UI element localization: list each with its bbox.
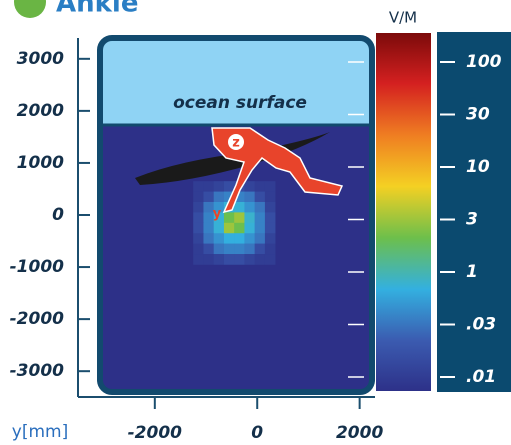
heatmap-cell xyxy=(213,254,225,265)
ocean-label: ocean surface xyxy=(173,93,307,113)
x-tick-label: 2000 xyxy=(336,423,383,443)
heatmap-cell xyxy=(223,191,235,203)
heatmap-cell xyxy=(254,254,266,265)
heatmap-cell xyxy=(234,201,245,213)
heatmap-cell xyxy=(234,212,245,224)
heatmap-cell xyxy=(203,233,214,244)
heatmap-cell xyxy=(234,222,245,234)
x-tick-label: -2000 xyxy=(128,423,183,443)
chart-title: Ankle xyxy=(56,0,138,19)
heatmap-cell xyxy=(234,243,245,255)
heatmap-cell xyxy=(193,243,204,255)
colorbar-panel xyxy=(437,32,511,392)
heatmap-cell xyxy=(244,212,255,224)
heatmap-cell xyxy=(264,254,276,265)
heatmap-cell xyxy=(203,181,214,192)
heatmap-cell xyxy=(193,233,204,244)
z-label: z xyxy=(232,136,240,151)
heatmap-cell xyxy=(244,222,255,234)
y-tick-label: 0 xyxy=(52,205,64,225)
plot-frame xyxy=(97,35,375,395)
ocean xyxy=(100,38,372,125)
z-badge xyxy=(228,134,244,150)
heatmap-cell xyxy=(254,181,266,192)
heatmap-cell xyxy=(223,254,235,265)
heatmap-cell xyxy=(234,191,245,203)
colorbar-tick-label: .01 xyxy=(466,367,496,387)
heatmap-cell xyxy=(223,233,235,244)
heatmap-cell xyxy=(193,212,204,224)
heatmap-cell xyxy=(234,233,245,244)
heatmap-cell xyxy=(264,191,276,203)
heatmap-cell xyxy=(203,243,214,255)
heatmap-cell xyxy=(244,254,255,265)
heatmap-cell xyxy=(254,191,266,203)
colorbar-tick-label: .03 xyxy=(466,315,496,335)
plot-area: ocean surface xyxy=(100,38,372,392)
heatmap-cell xyxy=(213,212,225,224)
y-tick-label: -1000 xyxy=(10,257,65,277)
y-tick-label: -3000 xyxy=(10,361,65,381)
heatmap-cell xyxy=(213,181,225,192)
y-tick-label: 1000 xyxy=(17,153,64,173)
colorbar-tick-label: 3 xyxy=(466,210,478,230)
heatmap-cell xyxy=(223,243,235,255)
heatmap-cell xyxy=(264,181,276,192)
heatmap-cell xyxy=(244,191,255,203)
y-tick-label: 2000 xyxy=(17,101,64,121)
heatmap-cell xyxy=(203,191,214,203)
heatmap-cell xyxy=(264,243,276,255)
heatmap-cell xyxy=(264,201,276,213)
colorbar-tick-label: 30 xyxy=(466,105,490,125)
heatmap-cell xyxy=(213,222,225,234)
heatmap-cell xyxy=(203,254,214,265)
heatmap-cell xyxy=(264,233,276,244)
heatmap-cell xyxy=(213,233,225,244)
colorbar-label: V/M xyxy=(389,9,417,27)
y-tick-label: 3000 xyxy=(17,49,64,69)
heatmap-cell xyxy=(203,201,214,213)
heatmap-cell xyxy=(203,212,214,224)
heatmap-cell xyxy=(244,201,255,213)
colorbar-tick-label: 100 xyxy=(466,52,502,72)
colorbar xyxy=(374,31,433,393)
overlay: zy xyxy=(135,127,344,222)
y-tick-label: -2000 xyxy=(10,309,65,329)
heatmap-cell xyxy=(223,212,235,224)
y-label: y xyxy=(213,207,222,222)
heatmap-cell xyxy=(193,254,204,265)
heatmap-cell xyxy=(244,181,255,192)
heatmap-cell xyxy=(213,191,225,203)
heatmap-cell xyxy=(193,222,204,234)
heatmap-cell xyxy=(213,201,225,213)
heatmap-cell xyxy=(264,212,276,224)
heatmap-cell xyxy=(244,233,255,244)
x-tick-label: 0 xyxy=(251,423,263,443)
heatmap-cell xyxy=(223,181,235,192)
heatmap-cell xyxy=(234,254,245,265)
heatmap-cell xyxy=(213,243,225,255)
heatmap-cell xyxy=(193,181,204,192)
heatmap-cell xyxy=(254,233,266,244)
surfer xyxy=(211,127,344,214)
colorbar-tick-label: 10 xyxy=(466,157,490,177)
heatmap-cell xyxy=(254,222,266,234)
heatmap-cell xyxy=(193,191,204,203)
heatmap-cell xyxy=(193,201,204,213)
title-badge xyxy=(14,0,46,18)
heatmap-cell xyxy=(264,222,276,234)
colorbar-tick-label: 1 xyxy=(466,262,478,282)
heatmap-cell xyxy=(223,222,235,234)
x-axis-label: y[mm] xyxy=(12,422,68,442)
heatmap-cell xyxy=(244,243,255,255)
heatmap-cell xyxy=(254,212,266,224)
heatmap-cell xyxy=(254,201,266,213)
heatmap-cell xyxy=(254,243,266,255)
heatmap-cell xyxy=(203,222,214,234)
